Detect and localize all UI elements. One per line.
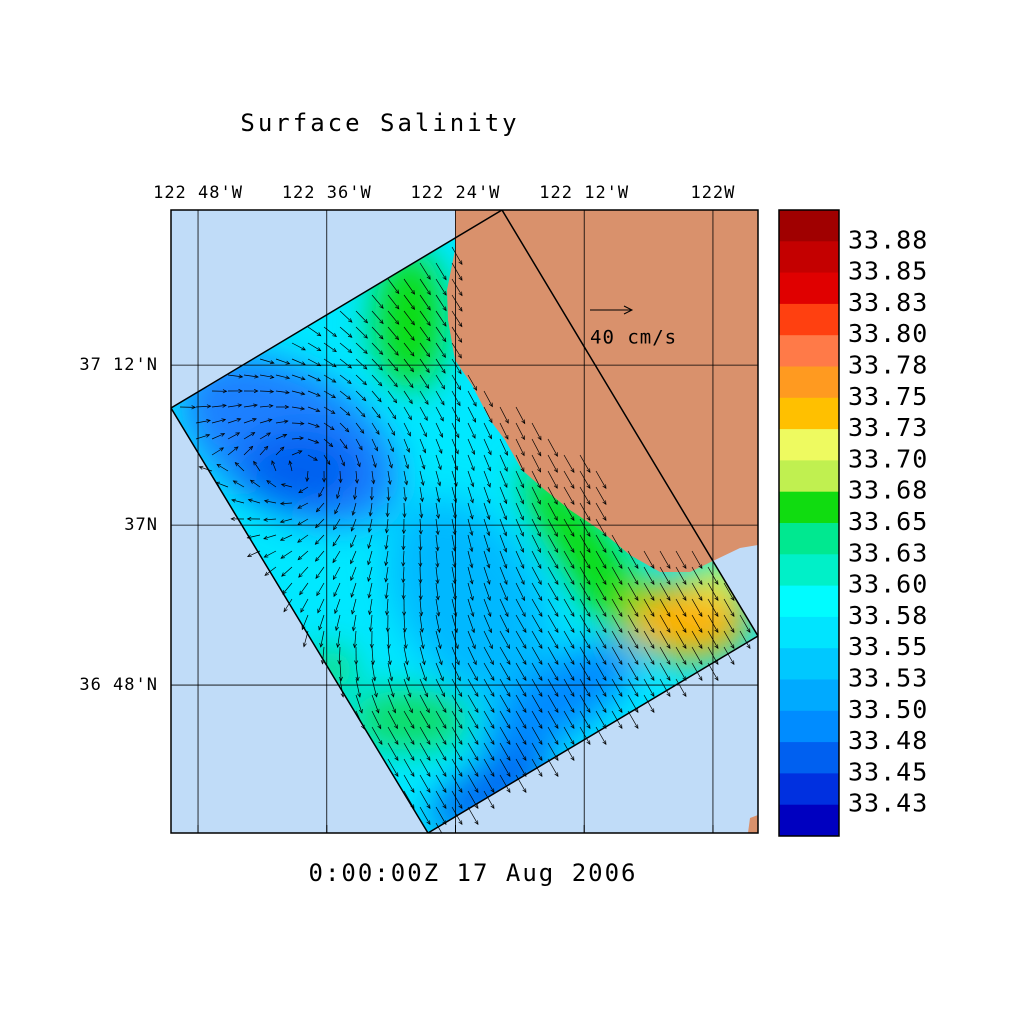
lon-label: 122 12'W [539,183,629,203]
colorbar-label: 33.63 [848,538,928,567]
colorbar-label: 33.60 [848,570,928,599]
colorbar-label: 33.88 [848,225,928,254]
colorbar-label: 33.58 [848,601,928,630]
timestamp: 0:00:00Z 17 Aug 2006 [309,859,638,887]
colorbar-swatch [779,554,839,586]
colorbar-label: 33.75 [848,382,928,411]
key-label: 40 cm/s [590,327,677,349]
vector-head [443,836,446,840]
colorbar-swatch [779,492,839,524]
colorbar-swatch [779,805,839,837]
colorbar-swatch [779,648,839,680]
colorbar-swatch [779,367,839,399]
colorbar-swatch [779,304,839,336]
colorbar-label: 33.70 [848,444,928,473]
colorbar-swatch [779,680,839,712]
lat-label: 36 48'N [79,675,158,695]
colorbar-label: 33.48 [848,726,928,755]
colorbar-label: 33.43 [848,789,928,818]
colorbar-label: 33.83 [848,288,928,317]
colorbar-swatch [779,742,839,774]
colorbar-swatch [779,273,839,305]
colorbar-label: 33.53 [848,664,928,693]
lon-label: 122 24'W [411,183,501,203]
colorbar-swatch [779,523,839,555]
colorbar-label: 33.55 [848,632,928,661]
map-title: Surface Salinity [240,109,519,137]
lat-label: 37 12'N [79,355,158,375]
colorbar-swatch [779,335,839,367]
lon-label: 122 36'W [282,183,372,203]
colorbar-swatch [779,460,839,492]
colorbar-label: 33.45 [848,757,928,786]
colorbar-label: 33.78 [848,351,928,380]
lon-label: 122W [690,183,735,203]
colorbar-swatch [779,241,839,273]
colorbar-label: 33.50 [848,695,928,724]
colorbar-swatch [779,398,839,430]
colorbar-swatch [779,429,839,461]
colorbar-label: 33.85 [848,257,928,286]
colorbar-label: 33.80 [848,319,928,348]
lon-label: 122 48'W [153,183,243,203]
colorbar-swatch [779,210,839,242]
colorbar-swatch [779,617,839,649]
colorbar-label: 33.68 [848,476,928,505]
colorbar-swatch [779,711,839,743]
colorbar-swatch [779,586,839,618]
colorbar-label: 33.73 [848,413,928,442]
lat-label: 37N [124,515,158,535]
colorbar-swatch [779,773,839,805]
map-area [151,200,770,847]
colorbar-label: 33.65 [848,507,928,536]
